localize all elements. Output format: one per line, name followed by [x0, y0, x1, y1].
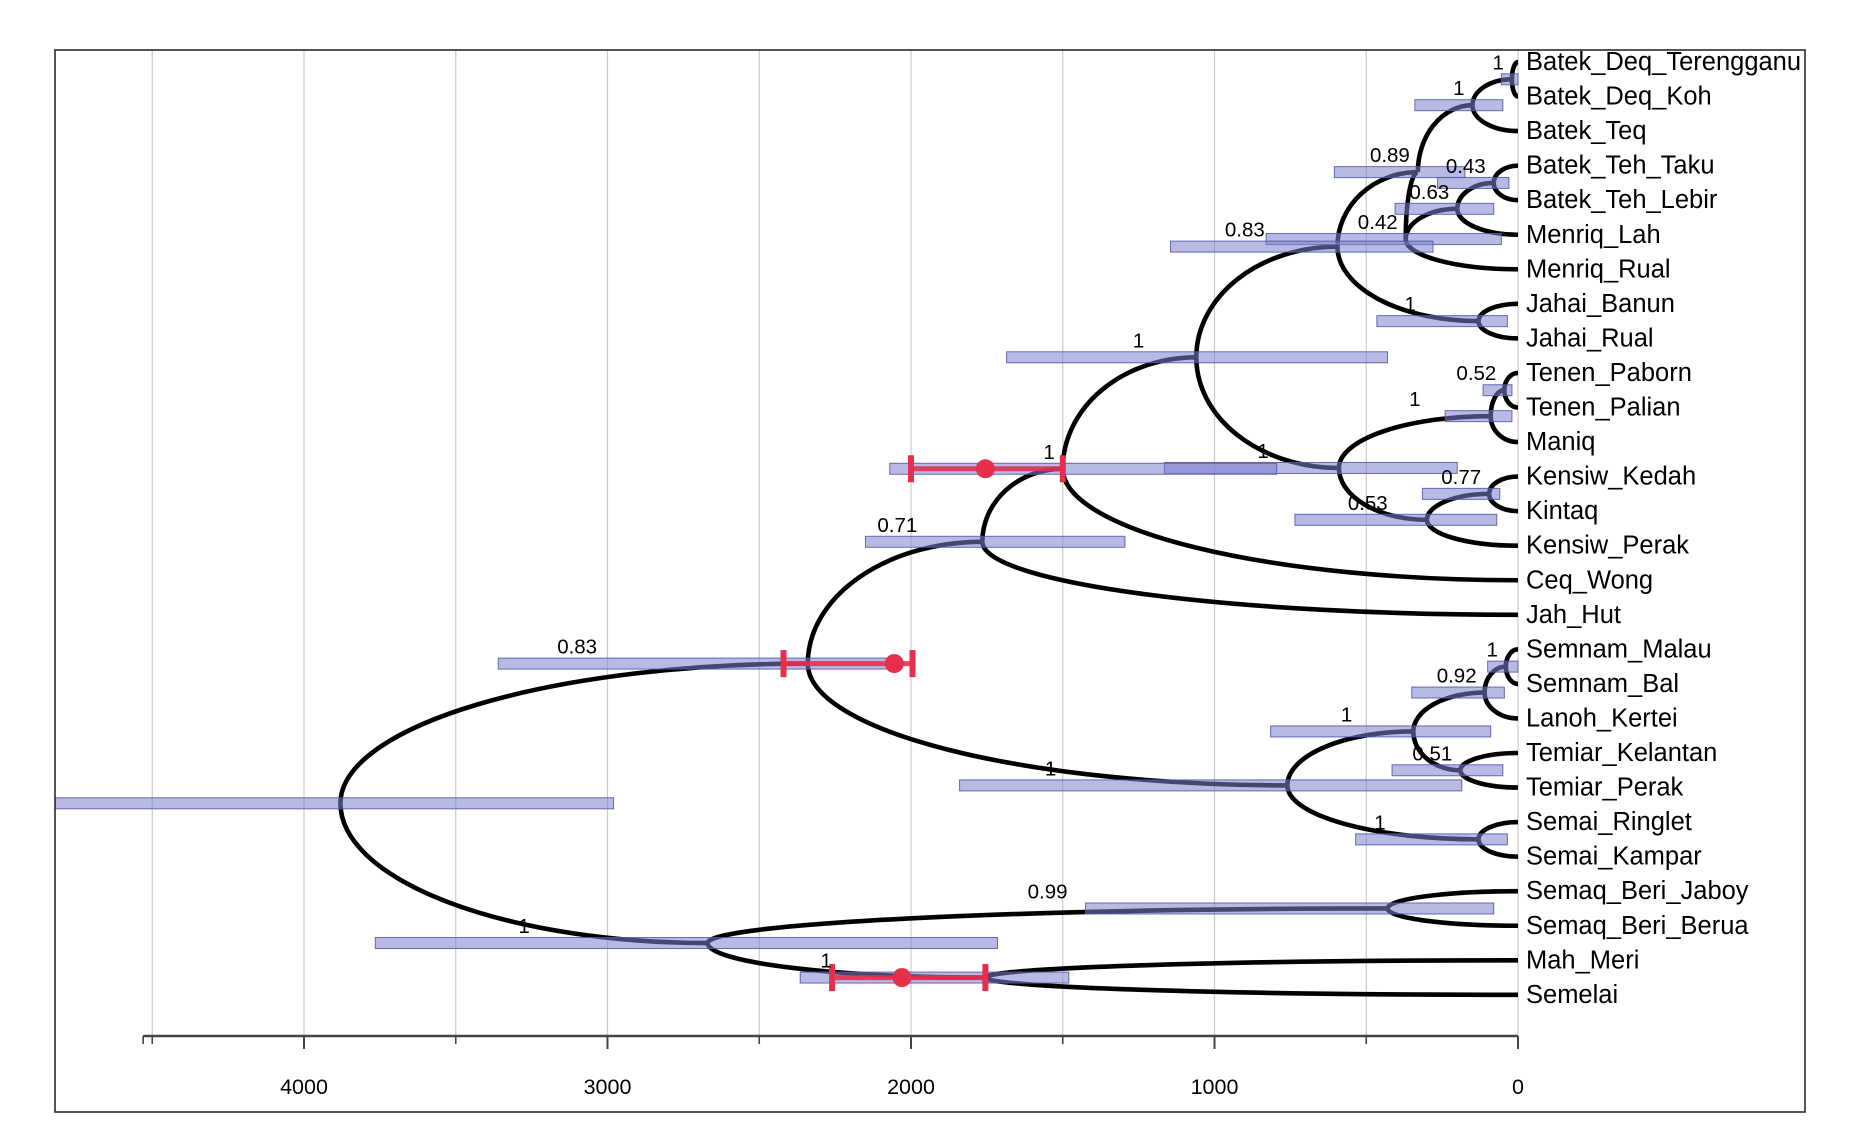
- taxon-label: Semai_Ringlet: [1526, 808, 1692, 836]
- hpd-bar: [889, 462, 1278, 475]
- branch: [1285, 729, 1414, 786]
- support-label: 1: [518, 915, 529, 938]
- taxon-label: Semnam_Bal: [1526, 670, 1679, 698]
- hpd-bar: [1437, 176, 1510, 189]
- taxon-label: Lanoh_Kertei: [1526, 704, 1678, 732]
- hpd-bar: [1444, 410, 1513, 423]
- support-label: 0.89: [1370, 144, 1410, 167]
- axis-tick-label: 0: [1512, 1075, 1524, 1099]
- taxon-label: Ceq_Wong: [1526, 566, 1653, 594]
- taxon-label: Tenen_Palian: [1526, 394, 1681, 422]
- taxon-label: Kensiw_Kedah: [1526, 463, 1696, 491]
- hpd-bar: [1500, 73, 1519, 86]
- support-label: 1: [1405, 293, 1416, 316]
- branch: [1193, 244, 1338, 358]
- taxon-label: Batek_Teh_Lebir: [1526, 186, 1718, 214]
- hpd-bar: [1391, 764, 1504, 777]
- hpd-bar: [1482, 384, 1513, 397]
- taxon-label: Batek_Deq_Terengganu: [1526, 48, 1801, 76]
- hpd-bar: [1421, 487, 1501, 500]
- support-label: 0.77: [1441, 466, 1481, 489]
- support-label: 1: [1409, 388, 1420, 411]
- taxon-label: Semnam_Malau: [1526, 635, 1712, 663]
- branch: [980, 466, 1063, 542]
- hpd-bar: [1270, 725, 1492, 738]
- taxon-label: Kintaq: [1526, 497, 1598, 525]
- taxon-label: Jahai_Rual: [1526, 324, 1654, 352]
- branch: [980, 541, 1519, 618]
- calibration-dot: [892, 968, 912, 988]
- calibration-dot: [975, 459, 995, 479]
- support-label: 0.43: [1446, 155, 1486, 178]
- branch: [1060, 354, 1197, 469]
- support-label: 1: [1133, 329, 1144, 352]
- support-label: 0.53: [1348, 492, 1388, 515]
- support-label: 0.83: [1225, 219, 1265, 242]
- hpd-bar: [374, 937, 998, 950]
- support-label: 1: [1486, 639, 1497, 662]
- hpd-bar: [1333, 166, 1466, 179]
- axis-tick-label: 1000: [1191, 1075, 1239, 1099]
- support-label: 1: [1374, 811, 1385, 834]
- taxon-label: Mah_Meri: [1526, 946, 1639, 974]
- axis-tick-label: 2000: [887, 1075, 935, 1099]
- branch: [805, 539, 983, 664]
- support-label: 1: [1341, 703, 1352, 726]
- support-label: 0.42: [1358, 211, 1398, 234]
- taxon-label: Jah_Hut: [1526, 601, 1621, 629]
- taxon-label: Batek_Teq: [1526, 117, 1647, 145]
- hpd-bar: [1394, 202, 1495, 215]
- hpd-bar: [1355, 833, 1508, 846]
- taxon-label: Kensiw_Perak: [1526, 532, 1689, 560]
- taxon-label: Batek_Deq_Koh: [1526, 83, 1712, 111]
- hpd-bar: [1294, 513, 1498, 526]
- support-label: 1: [820, 950, 831, 973]
- support-label: 1: [1045, 757, 1056, 780]
- support-label: 0.92: [1437, 665, 1477, 688]
- support-label: 0.52: [1456, 362, 1496, 385]
- taxon-label: Semelai: [1526, 981, 1618, 1009]
- branch: [1336, 413, 1491, 469]
- taxon-label: Menriq_Lah: [1526, 221, 1661, 249]
- support-label: 1: [1043, 441, 1054, 464]
- support-label: 0.99: [1028, 880, 1068, 903]
- hpd-bar: [864, 535, 1126, 548]
- taxon-label: Tenen_Paborn: [1526, 359, 1692, 387]
- hpd-bar: [1006, 351, 1388, 364]
- plot-frame: [54, 49, 1806, 1113]
- hpd-bar: [959, 779, 1463, 792]
- axis-tick-label: 4000: [280, 1075, 328, 1099]
- hpd-bar: [1169, 240, 1434, 253]
- hpd-bar: [1487, 660, 1519, 673]
- support-label: 0.71: [877, 514, 917, 537]
- taxon-label: Semaq_Beri_Berua: [1526, 912, 1749, 940]
- hpd-bar: [1085, 902, 1495, 915]
- taxon-label: Semaq_Beri_Jaboy: [1526, 877, 1749, 905]
- hpd-bar: [1414, 99, 1504, 112]
- support-label: 0.63: [1409, 181, 1449, 204]
- support-label: 1: [1257, 440, 1268, 463]
- taxon-label: Menriq_Rual: [1526, 255, 1671, 283]
- hpd-bar: [1411, 686, 1505, 699]
- taxon-label: Temiar_Kelantan: [1526, 739, 1717, 767]
- support-label: 1: [1453, 77, 1464, 100]
- axis-tick-label: 3000: [584, 1075, 632, 1099]
- calibration-dot: [884, 654, 904, 674]
- support-label: 0.83: [557, 636, 597, 659]
- hpd-bar: [54, 797, 615, 810]
- taxon-label: Temiar_Perak: [1526, 774, 1684, 802]
- taxon-label: Jahai_Banun: [1526, 290, 1675, 318]
- hpd-bar: [1376, 315, 1508, 328]
- support-label: 0.51: [1412, 742, 1452, 765]
- taxon-label: Maniq: [1526, 428, 1595, 456]
- support-label: 1: [1493, 51, 1504, 74]
- branch: [1060, 468, 1519, 583]
- branch: [338, 661, 808, 804]
- taxon-label: Semai_Kampar: [1526, 843, 1702, 871]
- taxon-label: Batek_Teh_Taku: [1526, 152, 1715, 180]
